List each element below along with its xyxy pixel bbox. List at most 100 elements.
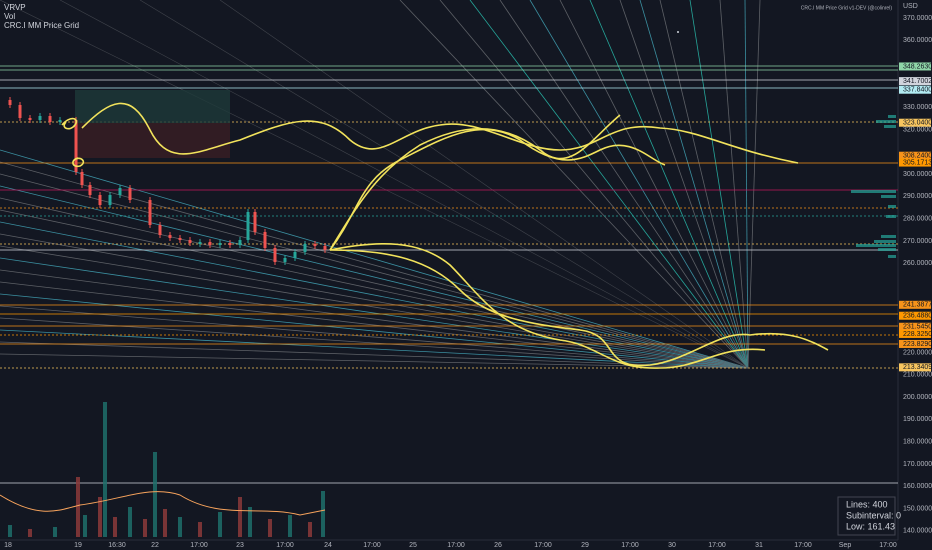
info-line: Lines: 400 — [846, 499, 888, 509]
candle-body — [58, 120, 62, 122]
candle-body — [313, 244, 317, 246]
price-label: 160.0000 — [903, 483, 932, 490]
volume-bar — [218, 512, 222, 537]
fan-line — [0, 149, 749, 369]
volume-bar — [113, 517, 117, 537]
volume-ma — [0, 491, 326, 516]
fan-line — [219, 0, 749, 369]
price-label-bg — [899, 363, 931, 372]
price-label-bg — [899, 77, 931, 86]
projection-curve — [81, 102, 799, 164]
candle-body — [108, 195, 112, 205]
info-box — [837, 496, 896, 536]
candle-body — [283, 258, 287, 262]
fan-line — [747, 0, 761, 369]
candle-body — [98, 195, 102, 205]
time-label: 31 — [755, 542, 763, 549]
profile-bar — [886, 215, 896, 218]
candle-body — [238, 240, 242, 245]
candle-body — [188, 240, 192, 243]
price-label: 270.0000 — [903, 238, 932, 245]
legend-item: CRC.I MM Price Grid — [4, 21, 79, 30]
fan-line — [0, 197, 749, 369]
fan-line — [439, 0, 749, 369]
price-label: 305.1713 — [903, 159, 932, 166]
fan-line — [0, 209, 749, 369]
price-label: 348.2630 — [903, 63, 932, 70]
volume-bar — [76, 477, 80, 537]
dot — [677, 31, 679, 33]
position-box-loss — [75, 123, 230, 158]
price-label: 330.0000 — [903, 104, 932, 111]
price-label-bg — [899, 300, 931, 309]
volume-bar — [268, 519, 272, 537]
volume-bar — [321, 491, 325, 537]
legend-item: Vol — [4, 12, 15, 21]
candle-body — [88, 185, 92, 195]
volume-bar — [153, 452, 157, 537]
price-label: 280.0000 — [903, 216, 932, 223]
candle-body — [74, 120, 78, 172]
fan-line — [0, 353, 749, 369]
candle-body — [178, 238, 182, 240]
price-label-bg — [899, 118, 931, 127]
currency: USD — [903, 3, 918, 10]
price-label-bg — [899, 322, 931, 331]
profile-bar — [881, 235, 896, 238]
price-label: 190.0000 — [903, 416, 932, 423]
price-label: 300.0000 — [903, 171, 932, 178]
time-label: 16:30 — [108, 542, 126, 549]
time-label: 17:00 — [447, 542, 465, 549]
candle-body — [18, 105, 22, 118]
fan-line — [529, 0, 749, 369]
fan-line — [469, 0, 749, 369]
volume-bar — [28, 529, 32, 537]
price-label: 236.4880 — [903, 313, 932, 320]
candle-body — [38, 116, 42, 120]
time-label: 29 — [581, 542, 589, 549]
projection-curve — [329, 242, 766, 369]
price-label: 170.0000 — [903, 461, 932, 468]
price-label: 341.7002 — [903, 78, 932, 85]
indicator-title: CRC.I MM Price Grid v1-DEV (@colinrel) — [801, 5, 893, 11]
profile-bar — [884, 125, 896, 128]
circle-scribble — [61, 117, 78, 130]
price-label: 360.0000 — [903, 37, 932, 44]
volume-bar — [288, 515, 292, 537]
fan-line — [559, 0, 749, 369]
price-label-bg — [899, 329, 931, 338]
time-label: 23 — [236, 542, 244, 549]
projection-curve — [329, 114, 621, 251]
volume-bar — [198, 522, 202, 537]
price-label: 140.0000 — [903, 528, 932, 535]
volume-bar — [103, 402, 107, 537]
time-label: 17:00 — [708, 542, 726, 549]
legend-item: VRVP — [4, 3, 26, 12]
fan-line — [639, 0, 749, 369]
candle-body — [323, 246, 327, 250]
price-label-bg — [899, 151, 931, 160]
candle-body — [293, 252, 297, 258]
fan-line — [399, 0, 749, 369]
projection-curve — [329, 128, 666, 251]
candle-body — [148, 200, 152, 225]
price-label: 370.0000 — [903, 15, 932, 22]
fan-line — [659, 0, 749, 369]
candle-body — [128, 188, 132, 200]
fan-line — [0, 161, 749, 369]
price-label: 290.0000 — [903, 193, 932, 200]
profile-bar — [878, 248, 896, 251]
price-label-bg — [899, 311, 931, 320]
volume-bar — [8, 525, 12, 537]
fan-line — [0, 293, 749, 369]
candle-body — [246, 212, 250, 240]
candle-body — [158, 225, 162, 235]
price-label: 337.8400 — [903, 87, 932, 94]
volume-bar — [248, 507, 252, 537]
time-label: 22 — [151, 542, 159, 549]
candle-body — [28, 118, 32, 120]
candle-body — [228, 243, 232, 245]
fan-line — [589, 0, 749, 369]
